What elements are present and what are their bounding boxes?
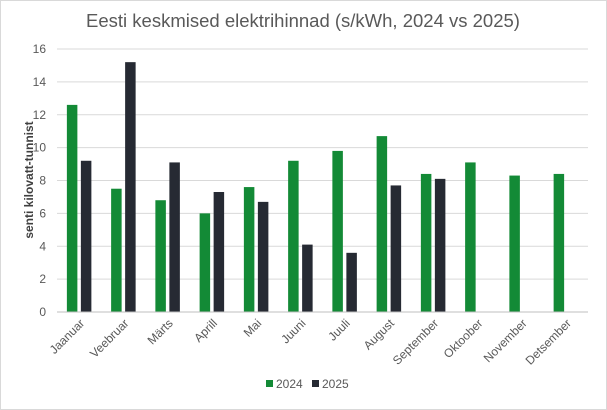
legend-swatch-2025 — [312, 380, 319, 387]
y-tick-label: 2 — [39, 272, 46, 286]
bar-2025-juuni — [302, 244, 313, 312]
bar-2024-märts — [155, 200, 166, 312]
bar-2024-detsember — [553, 173, 565, 312]
legend-label-2025: 2025 — [322, 377, 349, 391]
bar-2025-september — [434, 178, 446, 312]
y-tick-label: 8 — [39, 174, 46, 188]
y-tick-label: 4 — [39, 239, 46, 253]
x-tick-label: Veebruar — [87, 316, 131, 360]
x-tick-label: Märts — [145, 316, 176, 347]
bar-2024-juuli — [332, 150, 343, 312]
x-tick-label: Oktoober — [441, 316, 486, 361]
bar-2025-mai — [257, 201, 269, 312]
y-tick-label: 16 — [33, 42, 47, 56]
x-tick-label: August — [361, 316, 398, 353]
bars — [66, 62, 565, 313]
legend: 2024 2025 — [266, 377, 349, 391]
bar-2024-november — [509, 175, 520, 312]
y-tick-label: 0 — [39, 305, 46, 319]
gridlines — [57, 48, 588, 280]
x-tick-label: Detsember — [523, 316, 574, 367]
y-tick-label: 10 — [33, 141, 47, 155]
bar-2024-oktoober — [465, 162, 476, 312]
bar-2025-aprill — [213, 192, 225, 312]
y-tick-label: 14 — [33, 75, 47, 89]
bar-2025-juuli — [346, 252, 357, 312]
x-tick-label: Aprill — [191, 316, 220, 345]
y-tick-label: 12 — [33, 108, 47, 122]
bar-2024-aprill — [199, 213, 211, 312]
x-tick-label: Mai — [241, 316, 265, 340]
y-axis-label: senti kilovatt-tunnist — [22, 121, 36, 238]
bar-2025-jaanuar — [80, 160, 92, 312]
bar-2024-juuni — [288, 160, 299, 312]
bar-2024-september — [420, 173, 432, 312]
chart-title: Eesti keskmised elektrihinnad (s/kWh, 20… — [86, 10, 520, 31]
x-tick-label: Juuni — [278, 316, 308, 346]
x-tick-label: Jaanuar — [47, 316, 88, 357]
y-tick-label: 6 — [39, 206, 46, 220]
bar-2024-august — [376, 136, 388, 312]
bar-2025-veebruar — [125, 62, 136, 313]
bar-2024-jaanuar — [66, 104, 78, 312]
bar-2025-märts — [169, 162, 180, 312]
x-tick-label: September — [390, 316, 441, 367]
x-tick-label: Juuli — [325, 316, 352, 343]
bar-2025-august — [390, 185, 402, 312]
bar-2024-veebruar — [111, 188, 122, 312]
legend-label-2024: 2024 — [276, 377, 303, 391]
bar-2024-mai — [243, 187, 255, 312]
legend-swatch-2024 — [266, 380, 273, 387]
